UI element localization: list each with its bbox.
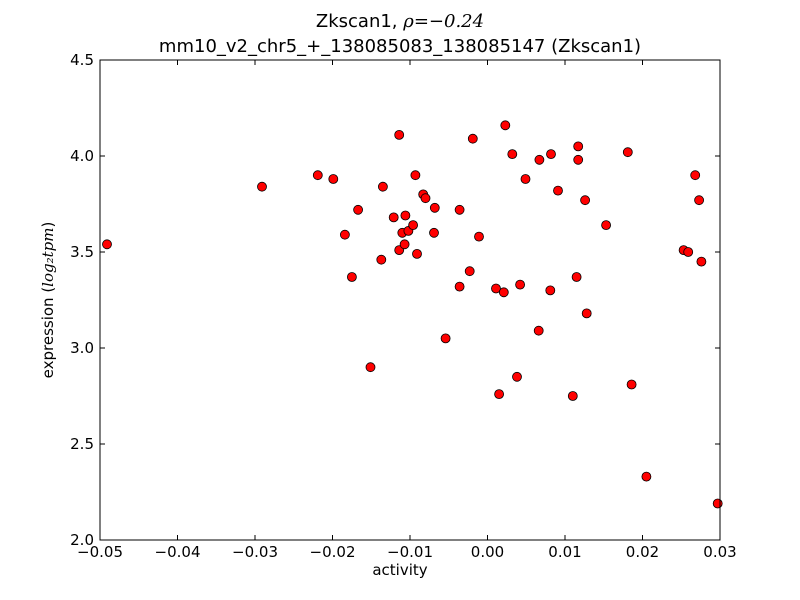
y-tick-label: 3.5 bbox=[70, 243, 94, 261]
x-tick-label: 0.00 bbox=[471, 543, 504, 561]
x-tick-label: −0.01 bbox=[387, 543, 433, 561]
data-point bbox=[388, 212, 399, 223]
data-point bbox=[580, 195, 590, 206]
data-point bbox=[622, 147, 633, 158]
data-point bbox=[696, 256, 707, 267]
data-point bbox=[507, 149, 518, 160]
data-point bbox=[512, 371, 522, 382]
data-point bbox=[429, 227, 439, 238]
y-tick-label: 2.5 bbox=[70, 435, 94, 453]
x-tick-label: 0.01 bbox=[548, 543, 581, 561]
data-point bbox=[312, 170, 323, 181]
data-point bbox=[601, 220, 611, 231]
data-point bbox=[400, 210, 411, 221]
data-point bbox=[546, 149, 556, 160]
data-point bbox=[467, 133, 478, 144]
data-point bbox=[346, 272, 357, 282]
y-tick-label: 2.0 bbox=[70, 531, 94, 549]
chart-subtitle: mm10_v2_chr5_+_138085083_138085147 (Zksc… bbox=[158, 36, 642, 57]
data-point bbox=[377, 181, 388, 192]
data-point bbox=[581, 308, 592, 319]
chart-title-prefix: Zkscan1, bbox=[315, 11, 404, 32]
data-points bbox=[102, 120, 723, 509]
data-point bbox=[533, 325, 544, 336]
x-tick-label: −0.02 bbox=[310, 543, 356, 561]
y-tick-label: 4.5 bbox=[70, 51, 94, 69]
data-point bbox=[520, 174, 531, 184]
data-point bbox=[573, 154, 584, 165]
y-axis-label-suffix: ) bbox=[39, 221, 57, 228]
x-axis-label: activity bbox=[372, 561, 428, 579]
data-point bbox=[534, 154, 545, 165]
chart-title-rho: ρ=−0.24 bbox=[403, 11, 485, 32]
data-point bbox=[410, 170, 421, 181]
data-point bbox=[712, 498, 723, 509]
data-point bbox=[353, 204, 364, 215]
axes-frame bbox=[99, 59, 721, 541]
axis-ticks: −0.05 −0.04 −0.03 −0.02 −0.01 0.00 0.01 0.02 0.0… bbox=[70, 51, 737, 561]
data-point bbox=[500, 120, 511, 131]
y-tick-label: 4.0 bbox=[70, 147, 94, 165]
data-point bbox=[454, 204, 465, 215]
data-point bbox=[491, 283, 501, 294]
y-axis-label-prefix: expression ( bbox=[39, 286, 57, 379]
data-point bbox=[626, 379, 637, 390]
y-axis-label-unit: log₂tpm bbox=[39, 227, 57, 287]
data-point bbox=[420, 193, 431, 204]
data-point bbox=[339, 229, 350, 240]
data-point bbox=[102, 239, 112, 250]
data-point bbox=[464, 266, 475, 277]
data-point bbox=[545, 285, 556, 296]
data-point bbox=[553, 185, 563, 196]
data-point bbox=[573, 141, 584, 152]
data-point bbox=[376, 254, 387, 265]
data-point bbox=[641, 471, 652, 482]
data-point bbox=[474, 231, 484, 242]
data-point bbox=[454, 281, 465, 292]
data-point bbox=[690, 170, 701, 181]
x-tick-label: −0.03 bbox=[232, 543, 278, 561]
data-point bbox=[412, 248, 422, 259]
data-point bbox=[515, 279, 525, 290]
data-point bbox=[498, 287, 509, 298]
x-tick-label: 0.02 bbox=[626, 543, 659, 561]
data-point bbox=[683, 247, 694, 257]
x-tick-label: 0.03 bbox=[703, 543, 736, 561]
data-point bbox=[365, 362, 376, 373]
x-tick-label: −0.04 bbox=[155, 543, 201, 561]
chart-title-line1: Zkscan1, ρ=−0.24 bbox=[0, 11, 800, 32]
y-axis-label: expression (log₂tpm) bbox=[39, 222, 57, 379]
data-point bbox=[429, 202, 440, 213]
x-tick-label: −0.05 bbox=[77, 543, 123, 561]
data-point bbox=[328, 174, 339, 184]
data-point bbox=[440, 333, 451, 344]
data-point bbox=[394, 129, 405, 140]
data-point bbox=[571, 272, 582, 282]
data-point bbox=[567, 391, 578, 401]
data-point bbox=[494, 389, 505, 400]
data-point bbox=[399, 239, 410, 250]
data-point bbox=[408, 220, 419, 231]
y-tick-label: 3.0 bbox=[70, 339, 94, 357]
data-point bbox=[257, 181, 267, 192]
data-point bbox=[694, 195, 704, 206]
